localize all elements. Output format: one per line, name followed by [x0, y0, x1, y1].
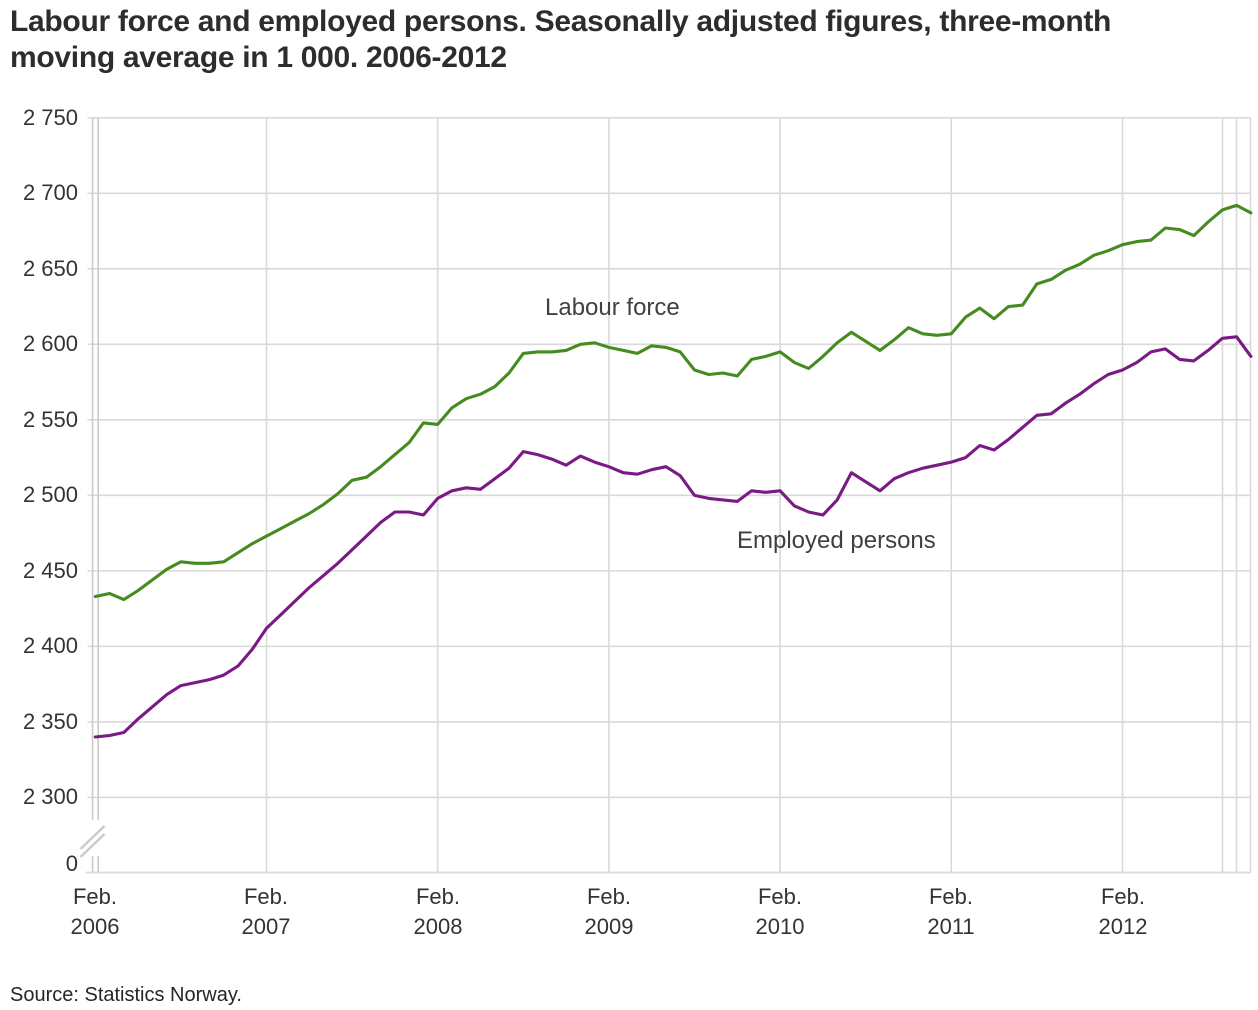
x-axis-tick-label-year: 2012	[1098, 914, 1148, 939]
x-axis-tick-label: Feb. 2009	[561, 882, 657, 942]
x-axis-tick-label-year: 2008	[413, 914, 463, 939]
series-label-employed-persons: Employed persons	[737, 527, 936, 554]
x-axis-tick-label-month: Feb.	[72, 884, 118, 909]
y-axis-tick-label: 2 400	[22, 633, 78, 658]
labour-force-line	[93, 203, 1253, 602]
x-axis-tick-label: Feb. 2010	[732, 882, 828, 942]
x-axis-tick-label-year: 2011	[927, 914, 975, 939]
y-axis-tick-label: 0	[65, 851, 78, 876]
y-axis-tick-label: 2 600	[22, 331, 78, 356]
y-axis-tick-label: 2 750	[22, 105, 78, 130]
axis-break-icon	[79, 833, 106, 858]
y-axis-tick-label: 2 650	[22, 256, 78, 281]
series-label-labour-force: Labour force	[545, 294, 680, 321]
x-axis-tick-label-month: Feb.	[415, 884, 461, 909]
y-axis-tick-label: 2 300	[22, 784, 78, 809]
x-axis-tick-label: Feb. 2012	[1075, 882, 1171, 942]
x-axis-tick-label-month: Feb.	[586, 884, 632, 909]
employed-persons-line	[93, 335, 1253, 739]
axis-break-icon	[79, 825, 106, 850]
x-axis-tick-label: Feb. 2006	[47, 882, 143, 942]
x-axis-tick-label: Feb. 2008	[390, 882, 486, 942]
x-axis-tick-label-year: 2007	[241, 914, 291, 939]
x-axis-tick-label-year: 2009	[584, 914, 634, 939]
y-axis-tick-label: 2 350	[22, 709, 78, 734]
y-axis-tick-label: 2 700	[22, 180, 78, 205]
source-note: Source: Statistics Norway.	[10, 984, 242, 1006]
chart-title: Labour force and employed persons. Seaso…	[10, 5, 1112, 74]
x-axis-tick-label: Feb. 2011	[903, 882, 999, 942]
y-axis-tick-label: 2 550	[22, 407, 78, 432]
x-axis-tick-label-month: Feb.	[1100, 884, 1146, 909]
x-axis-tick-label-month: Feb.	[928, 884, 974, 909]
x-axis-tick-label: Feb. 2007	[218, 882, 314, 942]
x-axis-tick-label-year: 2010	[755, 914, 805, 939]
x-axis-tick-label-month: Feb.	[243, 884, 289, 909]
y-axis-tick-label: 2 500	[22, 482, 78, 507]
y-axis-tick-label: 2 450	[22, 558, 78, 583]
x-axis-tick-label-year: 2006	[70, 914, 120, 939]
x-axis-tick-label-month: Feb.	[757, 884, 803, 909]
